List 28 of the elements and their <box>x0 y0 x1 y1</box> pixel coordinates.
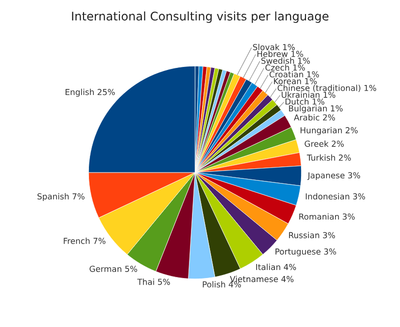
slice-label: Swedish 1% <box>261 57 310 64</box>
slice-label: Korean 1% <box>274 78 317 84</box>
slice-label: Greek 2% <box>304 140 344 147</box>
slice-label: Hebrew 1% <box>257 50 304 57</box>
slice-label: Russian 3% <box>289 232 335 238</box>
slice-label: Spanish 7% <box>38 193 84 202</box>
slice-label: Portuguese 3% <box>276 248 336 256</box>
slice-label: French 7% <box>64 238 106 244</box>
slice-label: Indonesian 3% <box>306 193 366 200</box>
slice-label: Romanian 3% <box>299 213 355 220</box>
slice-label: Polish 4% <box>202 281 241 288</box>
slice-label: German 5% <box>90 266 138 272</box>
slice-label: Ukrainian 1% <box>282 92 336 98</box>
slice-label: English 25% <box>66 88 115 97</box>
slice-label: Arabic 2% <box>294 114 335 121</box>
slice-label: Hungarian 2% <box>300 127 358 135</box>
chart-title: International Consulting visits per language <box>72 11 328 23</box>
slice-label: Chinese (traditional) 1% <box>278 84 376 92</box>
slice-label: Bulgarian 1% <box>289 105 343 114</box>
slice-label: Czech 1% <box>265 64 305 71</box>
slice-label: Italian 4% <box>256 264 296 270</box>
slice-label: Turkish 2% <box>306 154 351 161</box>
slice-label: Thai 5% <box>137 278 170 285</box>
slice-label: Japanese 3% <box>307 172 360 180</box>
slice-label: Croatian 1% <box>270 71 319 78</box>
slice-label: Slovak 1% <box>253 44 295 50</box>
slice-label: Dutch 1% <box>286 98 324 105</box>
slice-label: Vietnamese 4% <box>230 276 294 282</box>
